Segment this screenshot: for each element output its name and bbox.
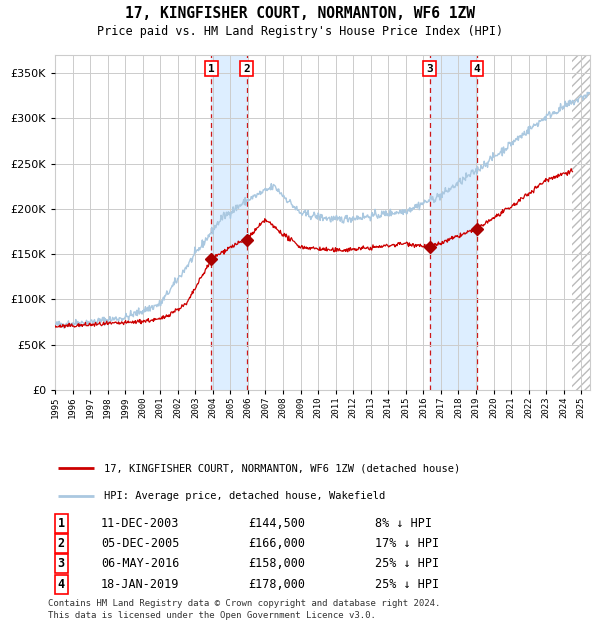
Bar [430, 55, 477, 390]
Bar [572, 55, 590, 390]
Text: This data is licensed under the Open Government Licence v3.0.: This data is licensed under the Open Gov… [48, 611, 376, 620]
Text: £158,000: £158,000 [248, 557, 305, 570]
Text: Contains HM Land Registry data © Crown copyright and database right 2024.: Contains HM Land Registry data © Crown c… [48, 600, 440, 608]
Text: £178,000: £178,000 [248, 578, 305, 591]
Text: £144,500: £144,500 [248, 517, 305, 530]
Text: 4: 4 [58, 578, 65, 591]
Text: 1: 1 [208, 64, 215, 74]
Text: £166,000: £166,000 [248, 537, 305, 550]
Text: 06-MAY-2016: 06-MAY-2016 [101, 557, 179, 570]
Text: 4: 4 [473, 64, 480, 74]
Text: 3: 3 [58, 557, 65, 570]
Text: 25% ↓ HPI: 25% ↓ HPI [376, 557, 439, 570]
Bar [211, 55, 247, 390]
Text: 1: 1 [58, 517, 65, 530]
Bar [572, 55, 590, 390]
Text: 2: 2 [243, 64, 250, 74]
Text: 17, KINGFISHER COURT, NORMANTON, WF6 1ZW (detached house): 17, KINGFISHER COURT, NORMANTON, WF6 1ZW… [104, 463, 460, 474]
Text: HPI: Average price, detached house, Wakefield: HPI: Average price, detached house, Wake… [104, 491, 385, 501]
Text: 11-DEC-2003: 11-DEC-2003 [101, 517, 179, 530]
Text: 25% ↓ HPI: 25% ↓ HPI [376, 578, 439, 591]
Text: 18-JAN-2019: 18-JAN-2019 [101, 578, 179, 591]
Text: Price paid vs. HM Land Registry's House Price Index (HPI): Price paid vs. HM Land Registry's House … [97, 25, 503, 38]
Text: 05-DEC-2005: 05-DEC-2005 [101, 537, 179, 550]
Text: 2: 2 [58, 537, 65, 550]
Text: 17% ↓ HPI: 17% ↓ HPI [376, 537, 439, 550]
Text: 17, KINGFISHER COURT, NORMANTON, WF6 1ZW: 17, KINGFISHER COURT, NORMANTON, WF6 1ZW [125, 6, 475, 22]
Text: 8% ↓ HPI: 8% ↓ HPI [376, 517, 433, 530]
Text: 3: 3 [426, 64, 433, 74]
